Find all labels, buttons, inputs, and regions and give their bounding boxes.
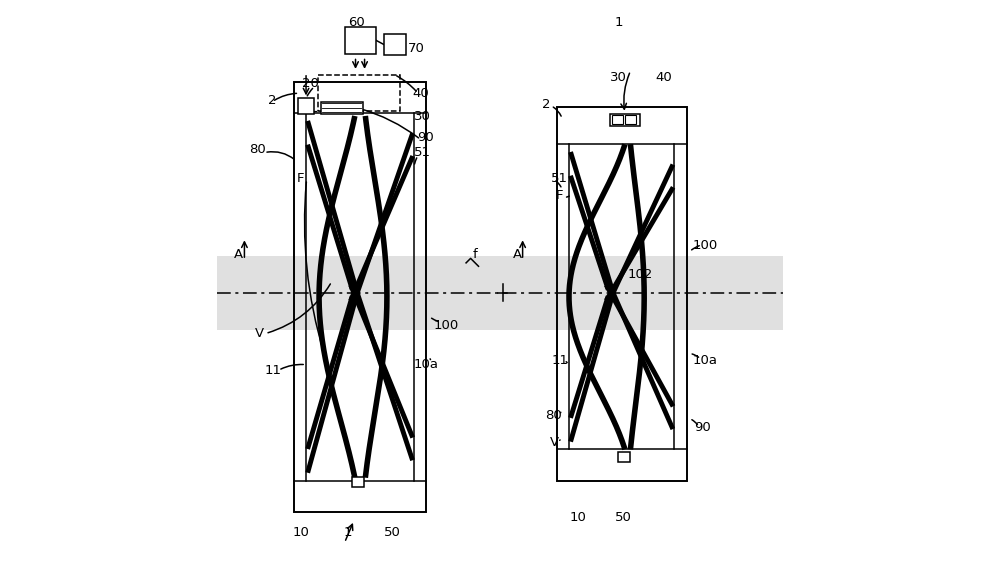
Text: 100: 100 — [692, 239, 717, 252]
Bar — [352, 477, 364, 488]
Text: 90: 90 — [694, 421, 711, 435]
Text: 100: 100 — [434, 319, 459, 332]
Bar — [557, 107, 687, 481]
Text: A: A — [512, 248, 522, 261]
Text: 30: 30 — [610, 71, 627, 84]
Text: 11: 11 — [264, 364, 281, 377]
Bar — [217, 256, 783, 329]
Text: 10a: 10a — [692, 353, 717, 367]
Text: 10: 10 — [293, 525, 309, 538]
Text: 51: 51 — [413, 146, 430, 159]
Text: 102: 102 — [628, 268, 653, 281]
Text: A: A — [234, 248, 243, 261]
Text: 20: 20 — [302, 77, 319, 90]
Text: F: F — [297, 171, 305, 184]
Bar — [625, 115, 636, 124]
Text: F: F — [556, 188, 564, 202]
Bar — [294, 82, 426, 512]
Bar — [318, 75, 400, 111]
Text: 2: 2 — [542, 98, 551, 111]
Text: 1: 1 — [343, 525, 352, 538]
Text: V: V — [255, 327, 264, 340]
Bar — [298, 98, 314, 114]
Text: V: V — [550, 436, 559, 449]
Text: 40: 40 — [412, 87, 429, 100]
Text: 11: 11 — [551, 353, 568, 367]
Bar — [384, 34, 406, 55]
Text: 51: 51 — [551, 171, 568, 184]
Text: 90: 90 — [417, 131, 434, 144]
Text: 70: 70 — [408, 42, 425, 54]
Text: 1: 1 — [614, 15, 623, 29]
Text: 80: 80 — [250, 143, 266, 156]
Text: 50: 50 — [384, 525, 401, 538]
Text: f: f — [472, 248, 477, 261]
Text: 40: 40 — [656, 71, 672, 84]
Text: 10a: 10a — [414, 358, 439, 371]
Bar — [345, 26, 376, 54]
Bar — [618, 452, 630, 462]
Text: 50: 50 — [615, 511, 632, 524]
Bar — [610, 114, 640, 126]
Bar — [612, 115, 623, 124]
Text: 80: 80 — [545, 409, 562, 422]
Bar — [321, 102, 363, 114]
Text: 60: 60 — [349, 15, 365, 29]
Text: 30: 30 — [414, 111, 430, 123]
Text: 2: 2 — [268, 94, 277, 107]
Text: 10: 10 — [570, 511, 586, 524]
